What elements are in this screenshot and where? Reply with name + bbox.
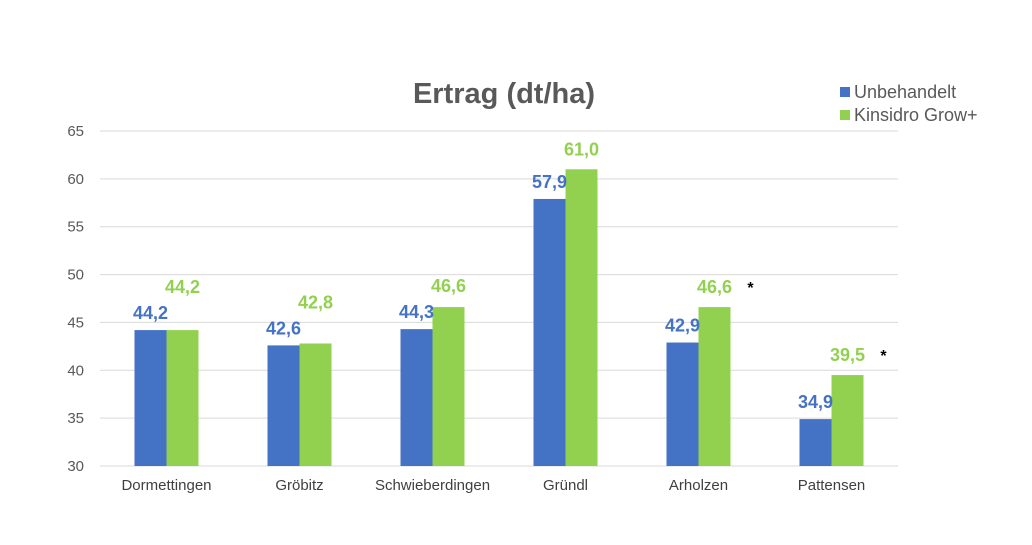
data-label: 57,9 <box>532 172 567 192</box>
bar-kinsidro-grow <box>698 307 731 466</box>
significance-marker: * <box>747 280 754 297</box>
legend-swatch <box>840 87 850 97</box>
data-label: 44,2 <box>165 277 200 297</box>
data-label: 44,2 <box>133 303 168 323</box>
y-tick-label: 55 <box>67 219 84 236</box>
bar-kinsidro-grow <box>831 375 864 466</box>
bar-kinsidro-grow <box>565 169 598 467</box>
y-tick-label: 30 <box>67 458 84 475</box>
x-tick-label: Schwieberdingen <box>375 477 490 494</box>
data-label: 61,0 <box>564 139 599 159</box>
legend-label: Unbehandelt <box>854 82 956 102</box>
bar-unbehandelt <box>666 342 699 466</box>
chart-title: Ertrag (dt/ha) <box>413 78 595 110</box>
bar-kinsidro-grow <box>166 330 199 466</box>
x-tick-label: Pattensen <box>798 477 866 494</box>
y-tick-label: 35 <box>67 410 84 427</box>
bar-kinsidro-grow <box>432 307 465 466</box>
data-label: 42,8 <box>298 292 333 312</box>
data-label: 44,3 <box>399 302 434 322</box>
y-tick-label: 45 <box>67 314 84 331</box>
bar-unbehandelt <box>400 329 433 466</box>
data-label: 42,9 <box>665 316 700 336</box>
legend-swatch <box>840 110 850 120</box>
x-tick-label: Dormettingen <box>121 477 211 494</box>
legend-label: Kinsidro Grow+ <box>854 105 978 125</box>
data-label: 42,6 <box>266 318 301 338</box>
data-label: 46,6 <box>431 276 466 296</box>
significance-marker: * <box>880 348 887 365</box>
y-tick-label: 50 <box>67 267 84 284</box>
y-tick-label: 40 <box>67 362 84 379</box>
bar-unbehandelt <box>799 419 832 466</box>
data-label: 39,5 <box>830 345 865 365</box>
y-tick-label: 65 <box>67 123 84 140</box>
x-tick-label: Gründl <box>543 477 588 494</box>
x-tick-label: Gröbitz <box>275 477 323 494</box>
y-tick-label: 60 <box>67 171 84 188</box>
bar-kinsidro-grow <box>299 343 332 466</box>
data-label: 46,6 <box>697 277 732 297</box>
data-label: 34,9 <box>798 392 833 412</box>
bar-unbehandelt <box>134 330 167 466</box>
bar-unbehandelt <box>533 198 566 466</box>
x-tick-label: Arholzen <box>669 477 728 494</box>
bar-unbehandelt <box>267 345 300 466</box>
